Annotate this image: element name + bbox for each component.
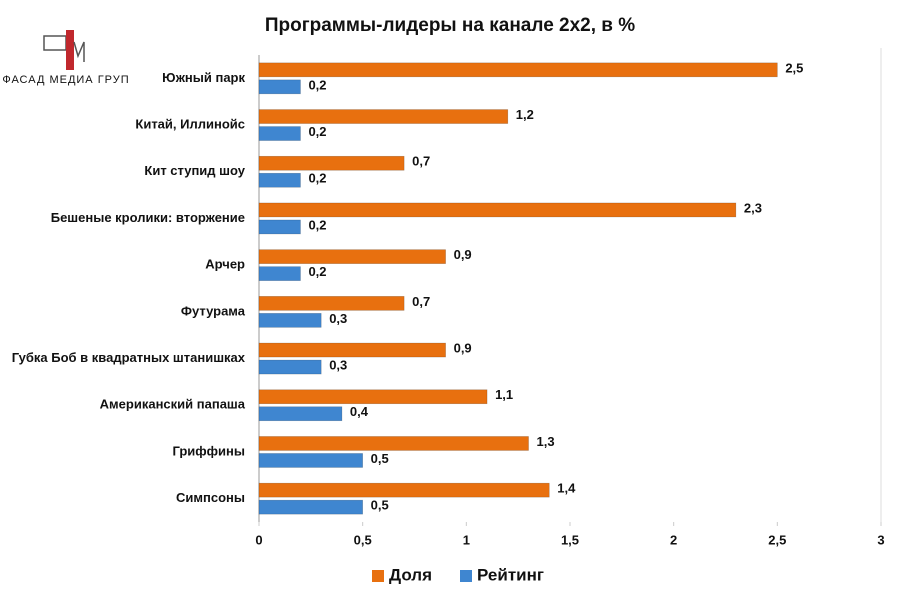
bar — [258, 126, 301, 141]
value-label: 1,4 — [557, 481, 576, 496]
bar — [258, 249, 446, 264]
y-tick-label: Китай, Иллинойс — [135, 116, 245, 131]
value-label: 1,2 — [516, 107, 534, 122]
value-label: 0,2 — [308, 264, 326, 279]
legend-swatch — [460, 570, 472, 582]
x-tick-label: 0 — [255, 532, 262, 547]
bar — [258, 109, 509, 124]
logo-shape — [66, 30, 74, 70]
y-tick-label: Футурама — [181, 303, 246, 318]
y-tick-label: Гриффины — [172, 443, 245, 458]
logo-shape — [73, 41, 85, 62]
bar — [258, 436, 529, 451]
y-tick-label: Американский папаша — [100, 397, 246, 412]
value-label: 2,5 — [785, 60, 803, 75]
value-label: 0,3 — [329, 311, 347, 326]
value-label: 0,7 — [412, 154, 430, 169]
value-label: 2,3 — [744, 200, 762, 215]
bar — [258, 389, 488, 405]
x-tick-label: 2,5 — [768, 532, 786, 547]
bar — [258, 453, 363, 468]
bar — [258, 359, 322, 375]
value-label: 0,7 — [412, 294, 430, 309]
x-tick-label: 3 — [877, 532, 884, 547]
legend-label: Рейтинг — [477, 565, 544, 584]
bar — [258, 499, 363, 515]
x-tick-label: 1,5 — [561, 532, 579, 547]
chart-title: Программы-лидеры на канале 2х2, в % — [265, 15, 635, 36]
bar — [258, 296, 405, 311]
legend-swatch — [372, 570, 384, 582]
bar — [258, 342, 446, 358]
y-tick-label: Бешеные кролики: вторжение — [51, 210, 245, 225]
logo: ФАСАД МЕДИА ГРУП — [2, 30, 129, 86]
value-label: 1,1 — [495, 387, 513, 402]
legend-label: Доля — [389, 565, 432, 584]
value-label: 1,3 — [537, 434, 555, 449]
value-label: 0,9 — [454, 340, 472, 355]
bar — [258, 266, 301, 281]
bar — [258, 313, 322, 328]
x-tick-label: 2 — [670, 532, 677, 547]
bar — [258, 79, 301, 95]
y-tick-label: Южный парк — [162, 70, 245, 85]
x-tick-label: 1 — [463, 532, 470, 547]
value-label: 0,2 — [308, 77, 326, 92]
logo-text: ФАСАД МЕДИА ГРУП — [2, 74, 129, 86]
bar — [258, 482, 550, 498]
bar — [258, 155, 405, 171]
bar — [258, 406, 343, 422]
value-label: 0,4 — [350, 404, 369, 419]
bar — [258, 202, 737, 218]
bar — [258, 62, 778, 78]
y-tick-label: Кит ступид шоу — [144, 163, 245, 178]
bar — [258, 219, 301, 235]
value-label: 0,5 — [371, 498, 389, 513]
y-tick-label: Губка Боб в квадратных штанишках — [12, 350, 246, 365]
y-tick-label: Симпсоны — [176, 490, 245, 505]
value-label: 0,2 — [308, 124, 326, 139]
value-label: 0,9 — [454, 247, 472, 262]
value-label: 0,2 — [308, 171, 326, 186]
value-label: 0,5 — [371, 451, 389, 466]
x-tick-label: 0,5 — [354, 532, 372, 547]
bar — [258, 172, 301, 188]
value-label: 0,2 — [308, 217, 326, 232]
value-label: 0,3 — [329, 357, 347, 372]
y-tick-label: Арчер — [205, 257, 245, 272]
